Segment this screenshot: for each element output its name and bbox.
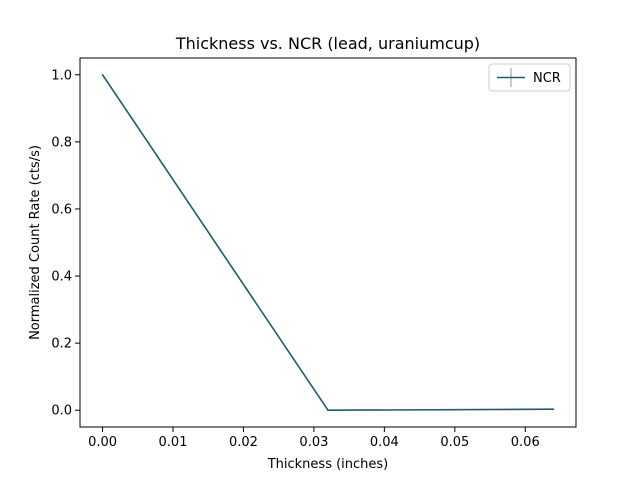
y-axis-ticks: 0.0 0.2 0.4 0.6 0.8 1.0: [51, 68, 80, 419]
x-tick-label: 0.02: [229, 435, 258, 450]
x-tick-label: 0.06: [511, 435, 540, 450]
data-point: [101, 73, 104, 76]
y-tick-label: 0.4: [51, 270, 72, 285]
x-axis-ticks: 0.00 0.01 0.02 0.03 0.04 0.05 0.06: [88, 427, 540, 450]
legend-label-ncr: NCR: [533, 71, 561, 86]
x-axis-label: Thickness (inches): [267, 457, 389, 472]
y-tick-label: 0.8: [51, 135, 72, 150]
y-tick-label: 0.0: [51, 404, 72, 419]
x-tick-label: 0.03: [299, 435, 328, 450]
y-tick-label: 1.0: [51, 68, 72, 83]
plot-series: [101, 73, 555, 412]
chart-title: Thickness vs. NCR (lead, uraniumcup): [175, 34, 480, 53]
series-line-ncr: [101, 74, 554, 412]
data-point: [327, 409, 329, 412]
legend-box: [488, 63, 571, 92]
y-tick-label: 0.2: [51, 337, 72, 352]
x-tick-label: 0.00: [88, 435, 117, 450]
x-tick-label: 0.01: [159, 435, 188, 450]
x-tick-label: 0.04: [370, 435, 399, 450]
data-point: [552, 408, 555, 411]
x-tick-label: 0.05: [440, 435, 469, 450]
legend: NCR: [488, 63, 571, 92]
y-axis-label: Normalized Count Rate (cts/s): [28, 145, 43, 340]
plot-frame: [79, 57, 577, 428]
y-tick-label: 0.6: [51, 202, 72, 217]
